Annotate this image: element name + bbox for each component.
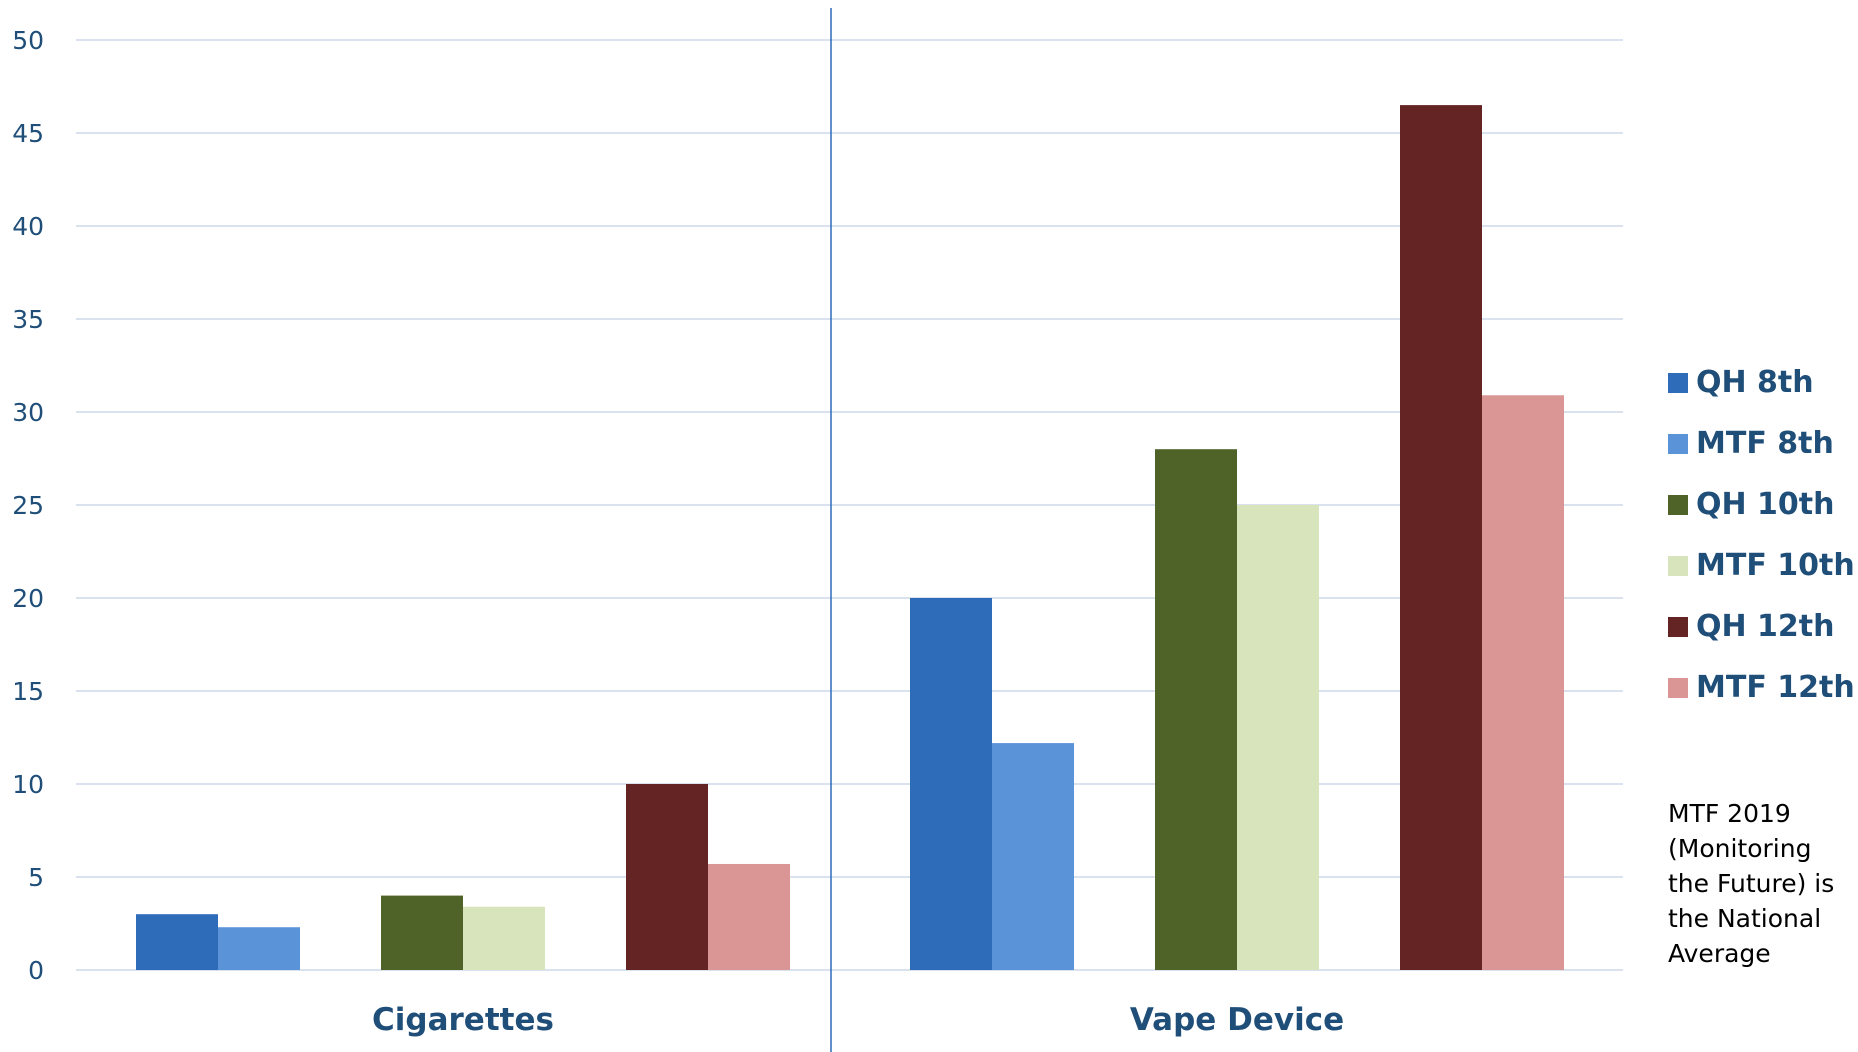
bar-qh-8th-vape-device	[910, 598, 992, 970]
chart-note: MTF 2019 (Monitoring the Future) is the …	[1668, 799, 1835, 968]
legend-item: QH 12th	[1668, 596, 1853, 657]
y-tick-label: 40	[12, 212, 44, 241]
bar-qh-12th-cigarettes	[626, 784, 708, 970]
legend-label: QH 8th	[1696, 365, 1814, 400]
y-tick-label: 30	[12, 398, 44, 427]
legend-swatch	[1668, 555, 1688, 576]
legend-label: MTF 12th	[1696, 670, 1855, 705]
bar-mtf-10th-vape-device	[1237, 505, 1319, 970]
legend-item: MTF 12th	[1668, 657, 1855, 718]
legend-label: QH 12th	[1696, 609, 1835, 644]
legend-swatch	[1668, 372, 1688, 393]
legend-label: QH 10th	[1696, 487, 1835, 522]
legend-label: MTF 10th	[1696, 548, 1855, 583]
bar-mtf-8th-vape-device	[992, 743, 1074, 970]
legend-label: MTF 8th	[1696, 426, 1834, 461]
legend-item: MTF 8th	[1668, 413, 1853, 474]
y-tick-label: 5	[28, 863, 44, 892]
x-category-label: Vape Device	[1130, 1002, 1344, 1038]
legend-swatch	[1668, 433, 1688, 454]
y-tick-label: 0	[28, 956, 44, 985]
bar-mtf-10th-cigarettes	[463, 906, 545, 970]
legend-swatch	[1668, 494, 1688, 515]
y-axis-tick-labels: 0 5 10 15 20 25 30 35 40 45 50	[12, 26, 44, 985]
bar-qh-10th-cigarettes	[381, 895, 463, 970]
bar-qh-8th-cigarettes	[136, 914, 218, 970]
x-category-label: Cigarettes	[372, 1002, 554, 1038]
y-tick-label: 20	[12, 584, 44, 613]
bar-mtf-8th-cigarettes	[218, 927, 300, 970]
legend: QH 8th MTF 8th QH 10th MTF 10th QH 12th MTF 1…	[1668, 352, 1855, 718]
legend-item: QH 10th	[1668, 474, 1853, 535]
legend-item: MTF 10th	[1668, 535, 1855, 596]
bars	[136, 105, 1564, 971]
y-tick-label: 25	[12, 491, 44, 520]
bar-qh-12th-vape-device	[1400, 105, 1482, 971]
y-tick-label: 50	[12, 26, 44, 55]
y-tick-label: 35	[12, 305, 44, 334]
bar-mtf-12th-vape-device	[1482, 395, 1564, 970]
legend-item: QH 8th	[1668, 352, 1853, 413]
bar-mtf-12th-cigarettes	[708, 863, 790, 970]
y-tick-label: 15	[12, 677, 44, 706]
y-tick-label: 45	[12, 119, 44, 148]
y-tick-label: 10	[12, 770, 44, 799]
gridlines	[76, 39, 1623, 971]
x-axis-category-labels: Cigarettes Vape Device	[372, 1002, 1344, 1038]
legend-swatch	[1668, 677, 1688, 698]
legend-swatch	[1668, 616, 1688, 637]
bar-qh-10th-vape-device	[1155, 449, 1237, 970]
